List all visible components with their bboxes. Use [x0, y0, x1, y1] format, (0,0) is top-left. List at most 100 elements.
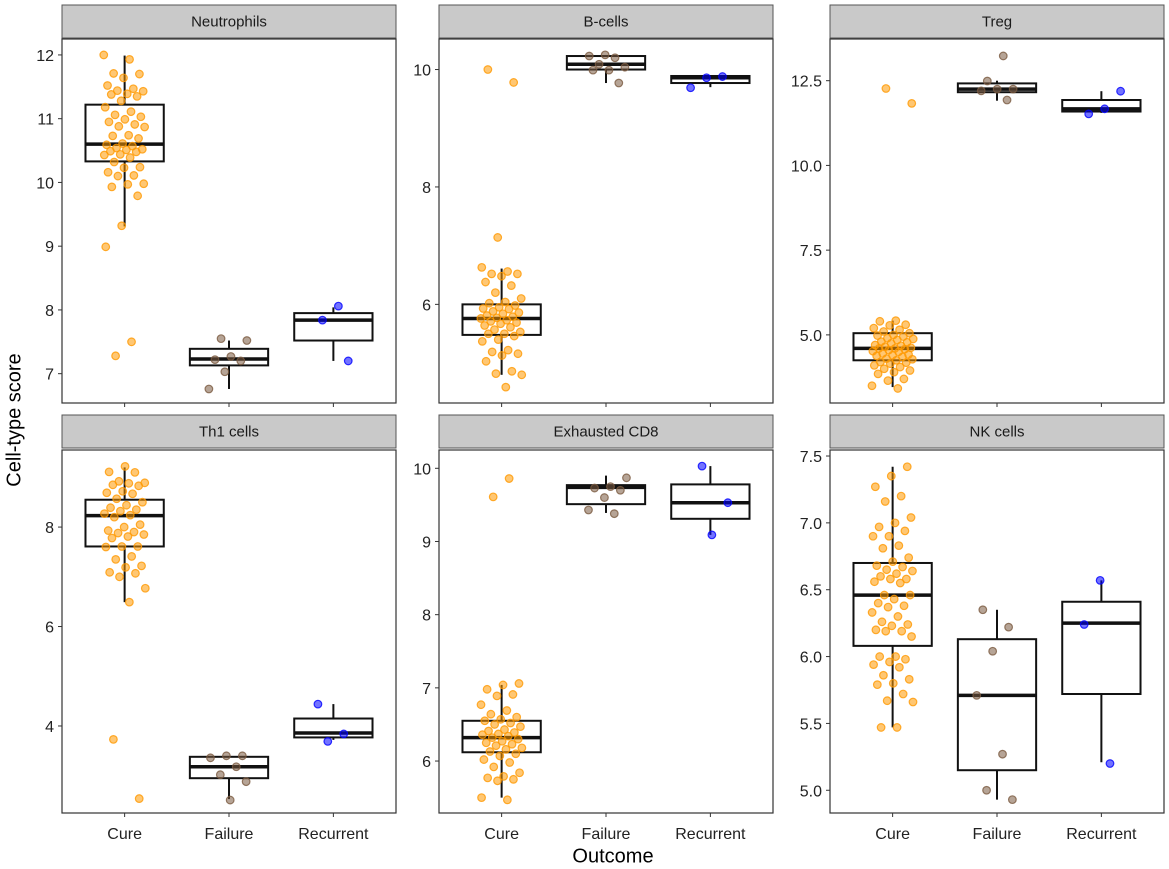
data-point-cure — [487, 347, 497, 357]
facet-strip — [438, 414, 774, 449]
data-point-recurrent — [1116, 86, 1125, 96]
y-tick-label: 6 — [45, 620, 54, 637]
data-point-failure — [620, 62, 630, 72]
data-point-cure — [115, 149, 125, 159]
data-point-failure — [222, 751, 231, 761]
data-point-cure — [135, 69, 144, 79]
data-point-failure — [615, 485, 625, 495]
facet-strip — [829, 414, 1165, 449]
data-point-cure — [906, 513, 916, 522]
data-point-cure — [136, 112, 146, 122]
data-point-cure — [900, 526, 910, 536]
data-point-cure — [476, 700, 486, 710]
data-point-cure — [886, 471, 896, 481]
data-point-cure — [481, 738, 491, 748]
data-point-cure — [508, 690, 518, 699]
data-point-cure — [885, 657, 894, 667]
data-point-cure — [123, 179, 133, 189]
data-point-cure — [490, 288, 500, 298]
box-recurrent — [1061, 86, 1142, 119]
data-point-cure — [870, 482, 880, 492]
data-point-recurrent — [1105, 759, 1115, 768]
x-tick-label: Failure — [582, 826, 631, 843]
data-point-cure — [120, 114, 130, 124]
x-tick-label: Cure — [107, 826, 142, 843]
data-point-cure — [885, 359, 895, 369]
data-point-cure — [502, 795, 512, 805]
data-point-cure — [103, 526, 113, 535]
data-point-cure — [497, 736, 507, 746]
data-point-cure — [487, 269, 497, 279]
facet-strip-title: B-cells — [583, 14, 628, 31]
data-point-cure — [125, 153, 135, 162]
data-point-cure — [905, 590, 915, 600]
facet-strip-title: Neutrophils — [191, 14, 267, 31]
data-point-cure — [480, 321, 490, 330]
y-tick-label: 6 — [422, 297, 431, 314]
y-tick-label: 5.0 — [800, 783, 822, 800]
data-point-cure — [131, 147, 141, 157]
data-point-failure — [988, 646, 998, 656]
data-point-failure — [584, 51, 594, 61]
data-point-cure — [489, 762, 499, 772]
y-tick-label: 10.0 — [791, 158, 822, 175]
data-point-cure — [894, 662, 904, 672]
data-point-cure — [901, 654, 910, 664]
data-point-cure — [515, 327, 525, 337]
x-axis-title: Outcome — [572, 845, 654, 868]
data-point-failure — [992, 84, 1002, 94]
data-point-cure — [507, 366, 517, 376]
data-point-cure — [869, 360, 879, 370]
data-point-cure — [509, 331, 519, 341]
data-point-cure — [106, 503, 115, 513]
data-point-cure — [113, 528, 123, 538]
data-point-cure — [99, 150, 109, 160]
data-point-cure — [875, 652, 885, 661]
data-point-cure — [109, 69, 119, 78]
data-point-cure — [895, 325, 904, 335]
data-point-cure — [134, 481, 144, 491]
data-point-cure — [878, 543, 888, 553]
data-point-failure — [242, 336, 252, 345]
data-point-cure — [901, 320, 911, 330]
box-recurrent — [670, 72, 751, 93]
data-point-cure — [513, 269, 522, 279]
data-point-cure — [115, 506, 125, 516]
data-point-failure — [614, 78, 624, 88]
data-point-recurrent — [1100, 104, 1110, 114]
data-point-recurrent — [702, 73, 711, 83]
data-point-recurrent — [1095, 575, 1105, 585]
data-point-cure — [124, 130, 134, 140]
data-point-cure — [513, 349, 523, 359]
data-point-cure — [872, 351, 882, 361]
data-point-recurrent — [1079, 620, 1089, 629]
data-point-cure — [514, 308, 524, 317]
data-point-failure — [1008, 84, 1018, 94]
data-point-cure — [890, 518, 900, 528]
data-point-failure — [220, 367, 230, 377]
x-tick-label: Failure — [205, 826, 254, 843]
data-point-cure — [102, 488, 112, 498]
data-point-cure — [883, 602, 893, 612]
data-point-cure — [867, 608, 877, 617]
box-cure — [852, 84, 933, 393]
y-tick-label: 9 — [422, 534, 431, 551]
data-point-cure — [891, 652, 901, 661]
data-point-cure — [504, 474, 514, 483]
data-point-cure — [504, 304, 514, 314]
data-point-cure — [512, 318, 521, 327]
data-point-cure — [122, 89, 132, 99]
data-point-cure — [108, 131, 118, 141]
data-point-cure — [898, 689, 908, 699]
data-point-cure — [901, 358, 911, 368]
facet-panel-b-cells: B-cells 6 8 10 — [413, 4, 774, 407]
data-point-cure — [894, 541, 904, 550]
data-point-cure — [486, 709, 496, 719]
data-point-failure — [204, 384, 214, 394]
data-point-cure — [111, 554, 121, 564]
data-point-failure — [998, 749, 1007, 759]
y-tick-label: 7.0 — [800, 516, 822, 533]
data-point-cure — [103, 81, 112, 90]
x-tick-label: Recurrent — [298, 826, 369, 843]
data-point-cure — [118, 486, 128, 496]
